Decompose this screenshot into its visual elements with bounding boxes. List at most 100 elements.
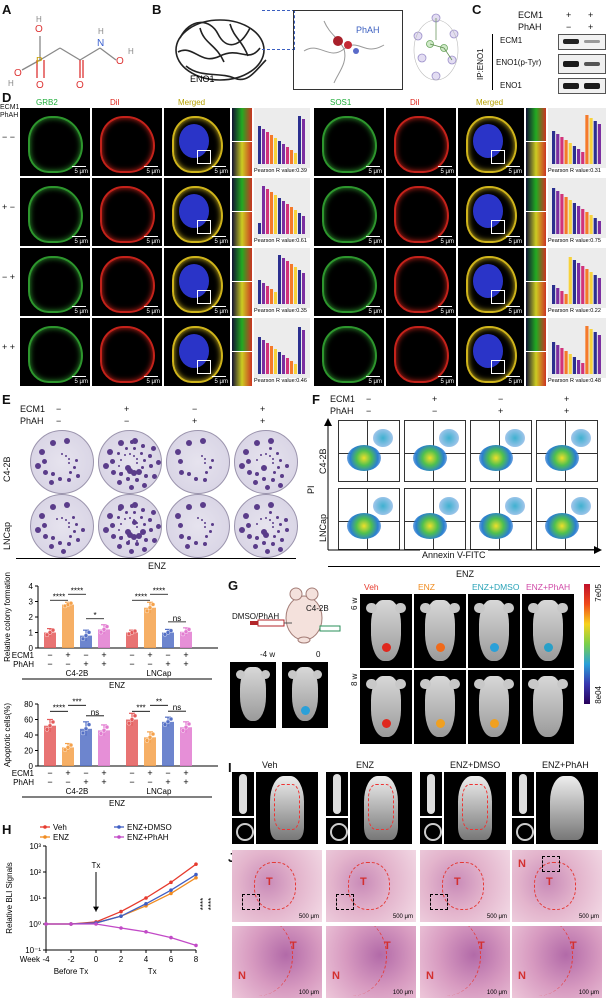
data-point bbox=[47, 723, 53, 728]
f-phah-label: PhAH bbox=[330, 406, 354, 416]
svg-text:O: O bbox=[14, 68, 22, 79]
y-tick-label: 40 bbox=[24, 731, 33, 740]
colony-spot bbox=[112, 460, 116, 464]
bli-signal bbox=[381, 718, 391, 728]
colony-spot bbox=[209, 530, 213, 534]
d-surface-bar bbox=[282, 258, 285, 304]
d-surface-bar bbox=[286, 204, 289, 234]
d-surface-bar bbox=[274, 349, 277, 374]
colony-spot bbox=[80, 528, 85, 533]
d-surface-plot bbox=[548, 108, 606, 168]
colony-spot bbox=[73, 530, 77, 534]
d-surface-bar bbox=[274, 195, 277, 234]
d-surface-bar bbox=[568, 354, 572, 374]
mouse-paw bbox=[235, 669, 245, 680]
normal-label: N bbox=[518, 858, 526, 870]
colony-spot bbox=[255, 458, 258, 461]
colony-spot bbox=[186, 439, 193, 446]
ecm1-sign: + bbox=[183, 650, 188, 660]
microct-bone bbox=[512, 772, 534, 816]
colony-spot bbox=[275, 516, 279, 520]
d-surface-bar bbox=[581, 266, 585, 304]
data-point bbox=[180, 631, 186, 637]
data-point bbox=[50, 627, 56, 633]
d-micrograph: 5 μm bbox=[314, 318, 384, 386]
e-ecm1-sign: + bbox=[260, 404, 266, 414]
bli-signal bbox=[489, 642, 499, 652]
flow-density-upper bbox=[439, 497, 459, 515]
d-ecm1-label: ECM1 bbox=[0, 104, 20, 111]
mouse-paw bbox=[557, 678, 568, 690]
series-point bbox=[144, 896, 148, 900]
d-surface-bar bbox=[270, 135, 273, 164]
d-micrograph: 5 μm bbox=[386, 178, 456, 246]
ecm1-sign: + bbox=[101, 768, 106, 778]
d-scale-bar bbox=[212, 376, 226, 377]
tumor-outline bbox=[534, 862, 576, 910]
d-micrograph: 5 μm bbox=[92, 178, 162, 246]
panel-label-e: E bbox=[2, 392, 11, 407]
d-micrograph: Pearson R value:0.22 bbox=[548, 248, 606, 316]
colony-spot bbox=[253, 544, 259, 550]
d-surface-bar bbox=[560, 137, 564, 164]
colony-spot bbox=[278, 523, 282, 527]
ecm1-sign: + bbox=[101, 650, 106, 660]
scale-text: 500 μm bbox=[392, 914, 413, 920]
significance-label: * bbox=[93, 611, 96, 620]
bli-mouse-image bbox=[468, 594, 520, 668]
series-point bbox=[119, 914, 123, 918]
significance-label: *** bbox=[136, 703, 145, 712]
colony-spot bbox=[112, 524, 116, 528]
d-row-signs: − − bbox=[2, 132, 16, 142]
row-label-phah: PhAH bbox=[13, 778, 34, 787]
colony-spot bbox=[279, 473, 284, 478]
d-zoom-upper bbox=[232, 178, 252, 212]
colony-spot bbox=[60, 548, 66, 554]
x-tick-label: -4 bbox=[42, 955, 50, 964]
d-col-grb2: GRB2 bbox=[36, 98, 58, 107]
d-scale-text: 5 μm bbox=[74, 169, 88, 175]
colony-spot bbox=[68, 526, 70, 528]
bli-signal bbox=[301, 705, 311, 715]
phah-sign: + bbox=[83, 659, 88, 669]
g-colorbar bbox=[584, 584, 590, 704]
he-high-mag: N T 100 μm bbox=[512, 926, 602, 998]
colony-spot bbox=[178, 534, 184, 540]
data-point bbox=[168, 628, 174, 633]
d-surface-bar bbox=[556, 134, 560, 164]
tumor-boundary bbox=[326, 926, 387, 996]
colony-spot bbox=[117, 480, 123, 486]
colony-spot bbox=[74, 459, 78, 463]
series-point bbox=[169, 891, 173, 896]
colony-spot bbox=[246, 458, 252, 464]
bar bbox=[144, 737, 156, 766]
d-micrograph: 5 μm bbox=[20, 108, 90, 176]
bone-shaft bbox=[427, 774, 435, 814]
e-phah-label: PhAH bbox=[20, 416, 44, 426]
g-time-6w: 6 w bbox=[350, 597, 359, 610]
docking-zoom-box: PhAH bbox=[293, 10, 403, 90]
significance-label: ns bbox=[91, 708, 99, 717]
tumor-outline bbox=[442, 862, 484, 910]
colony-spot bbox=[50, 439, 57, 446]
microct-tibia bbox=[256, 772, 318, 844]
d-surface-bar bbox=[290, 150, 293, 164]
c-band-label-ptyr: ENO1(p-Tyr) bbox=[496, 58, 542, 67]
d-zoom-lower bbox=[526, 212, 546, 246]
he-high-mag: N T 100 μm bbox=[326, 926, 416, 998]
colony-spot bbox=[148, 528, 153, 533]
d-micrograph bbox=[232, 178, 252, 246]
phah-sign: + bbox=[165, 777, 170, 787]
d-cell-outline bbox=[394, 186, 449, 244]
colony-spot bbox=[50, 503, 57, 510]
scale-text: 500 μm bbox=[486, 914, 507, 920]
d-micrograph: Pearson R value:0.75 bbox=[548, 178, 606, 246]
y-tick-label: 3 bbox=[29, 598, 34, 607]
mouse-paw bbox=[528, 678, 539, 690]
d-scale-text: 5 μm bbox=[146, 309, 160, 315]
colony-spot bbox=[49, 480, 55, 486]
colony-spot bbox=[132, 520, 138, 526]
d-zoom-upper bbox=[526, 248, 546, 282]
significance-label: ns bbox=[173, 614, 181, 623]
